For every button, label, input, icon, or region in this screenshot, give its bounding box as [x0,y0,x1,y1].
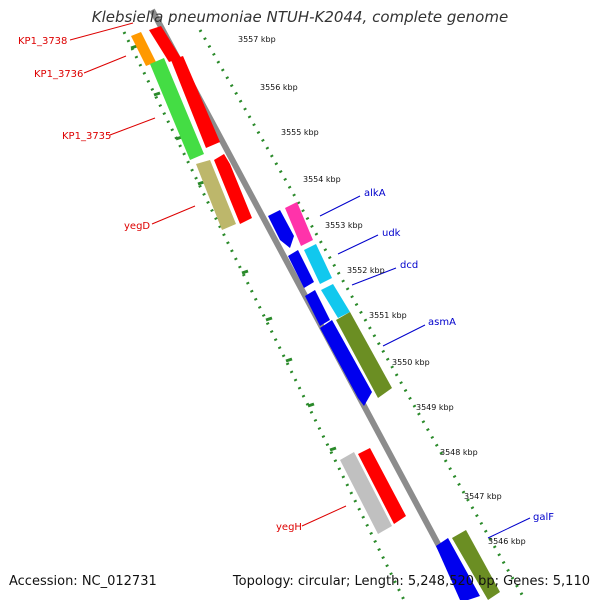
kbp-label-3553: 3553 kbp [325,221,363,230]
kbp-label-3546: 3546 kbp [488,537,526,546]
gene-label-yegd: yegD [124,221,150,232]
kbp-label-3557: 3557 kbp [238,35,276,44]
gene-label-alka: alkA [364,188,386,199]
gene-label-kp1-3736: KP1_3736 [34,69,83,80]
kbp-label-3552: 3552 kbp [347,266,385,275]
gene-blue-asma-arrow [320,320,372,406]
accession-text: Accession: NC_012731 [9,574,157,589]
gene-label-asma: asmA [428,317,456,328]
gene-udk-arrow [304,244,332,284]
gene-label-udk: udk [382,228,401,239]
kbp-label-3549: 3549 kbp [416,403,454,412]
gene-red-mid-arrow [171,56,220,148]
tick-track-right [198,29,527,600]
gene-label-dcd: dcd [400,260,418,271]
kbp-labels: 3557 kbp 3556 kbp 3555 kbp 3554 kbp 3553… [238,35,526,546]
gene-red-top-arrow [149,26,181,62]
kbp-label-3555: 3555 kbp [281,128,319,137]
gene-blue-alka-arrow [268,210,294,248]
gene-asma-arrow [336,312,392,398]
gene-label-kp1-3738: KP1_3738 [18,36,67,47]
gene-labels: KP1_3738 KP1_3736 KP1_3735 yegD yegH alk… [18,36,554,533]
gene-galf-arrow [452,530,500,600]
kbp-label-3554: 3554 kbp [303,175,341,184]
kbp-label-3548: 3548 kbp [440,448,478,457]
gene-kp1-3736-arrow [150,58,204,160]
kbp-label-3556: 3556 kbp [260,83,298,92]
gene-blue-dcd-arrow [305,290,330,326]
kbp-label-3547: 3547 kbp [464,492,502,501]
gene-yegh-arrow [340,452,392,534]
kbp-label-3551: 3551 kbp [369,311,407,320]
gene-red-yegh-arrow [358,448,406,524]
genome-summary-text: Topology: circular; Length: 5,248,520 bp… [232,574,590,589]
major-ticks-left [130,44,337,452]
gene-yegd-arrow [196,160,236,230]
gene-kp1-3738-arrow [131,32,156,66]
gene-alka-arrow [285,202,313,246]
gene-label-galf: galF [533,512,554,523]
tick-track-left [122,31,406,600]
gene-label-yegh: yegH [276,522,302,533]
gene-label-kp1-3735: KP1_3735 [62,131,111,142]
gene-blue-galf-arrow [436,538,480,600]
genome-title: Klebsiella pneumoniae NTUH-K2044, comple… [91,8,509,26]
gene-blue-udk-arrow [288,250,314,288]
kbp-label-3550: 3550 kbp [392,358,430,367]
gene-dcd-arrow [321,284,350,318]
gene-red-yegd-arrow [214,154,252,224]
leader-lines [69,22,531,539]
